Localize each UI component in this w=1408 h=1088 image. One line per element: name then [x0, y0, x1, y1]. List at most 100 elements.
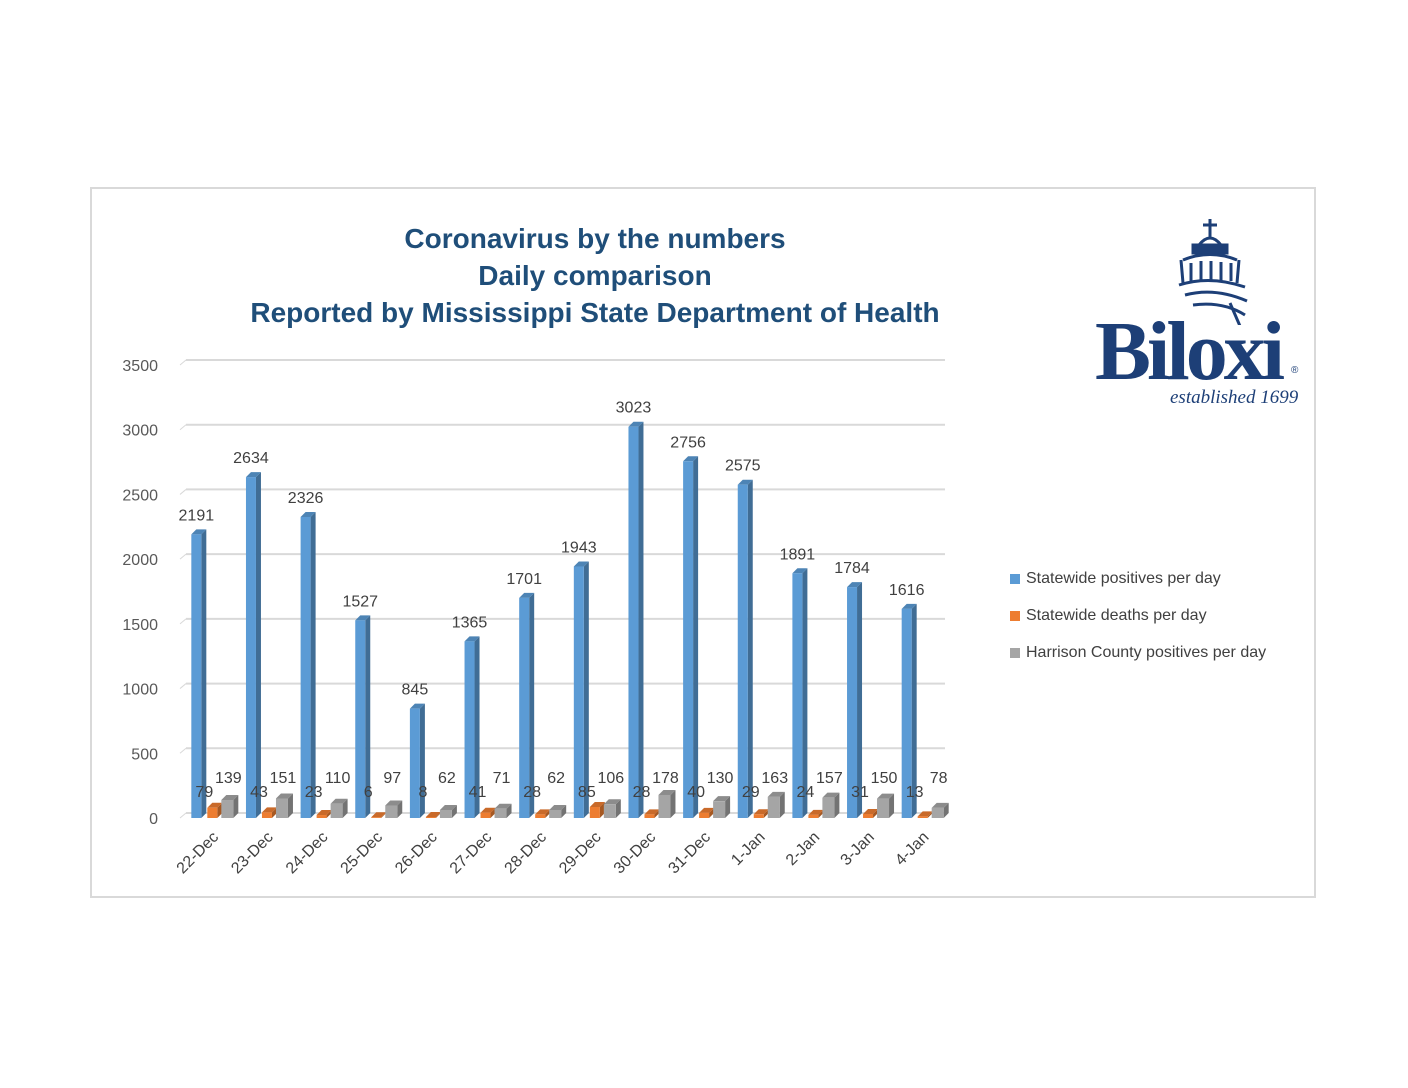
bar	[549, 809, 562, 818]
bar-side-harrison-county-positives-per-day	[834, 792, 840, 818]
bar	[221, 800, 234, 818]
data-label-deaths: 85	[578, 784, 596, 801]
y-tick-label: 1000	[122, 682, 158, 699]
y-tick-label: 2000	[122, 552, 158, 569]
bar-side-statewide-deaths-per-day	[435, 811, 441, 818]
bar-top	[644, 809, 660, 815]
bar-side-statewide-positives-per-day	[747, 479, 753, 818]
bar-side-statewide-positives-per-day	[255, 472, 261, 818]
bar-top	[917, 811, 933, 817]
x-tick-label: 25-Dec	[338, 829, 386, 877]
gridline-depth	[179, 424, 187, 431]
chart-title: Coronavirus by the numbers Daily compari…	[160, 220, 1030, 331]
data-label-positives: 2191	[179, 507, 215, 524]
gridline-depth	[179, 553, 187, 560]
bar	[316, 815, 327, 818]
bar	[877, 798, 890, 818]
bar-side-harrison-county-positives-per-day	[233, 795, 239, 818]
bar-side-statewide-positives-per-day	[693, 456, 699, 818]
bar	[371, 817, 382, 818]
bar	[275, 798, 288, 818]
bar-side-statewide-deaths-per-day	[763, 809, 769, 818]
bar-top	[464, 636, 480, 642]
legend-item-positives: Statewide positives per day	[1010, 560, 1266, 597]
data-label-deaths: 13	[906, 784, 924, 801]
bar-top	[877, 793, 895, 799]
bar-side-statewide-deaths-per-day	[326, 810, 332, 818]
bar-side-statewide-positives-per-day	[365, 615, 371, 818]
bar-top	[316, 810, 332, 816]
bar-side-harrison-county-positives-per-day	[725, 796, 731, 818]
x-tick-label: 3-Jan	[838, 829, 878, 869]
bar	[767, 796, 780, 818]
bar-side-statewide-deaths-per-day	[818, 809, 824, 818]
data-label-harrison: 178	[652, 770, 679, 787]
bar-top	[330, 798, 348, 804]
bar	[355, 620, 366, 818]
bar	[737, 484, 748, 818]
bar-top	[275, 793, 293, 799]
bar	[573, 566, 584, 818]
bar-side-statewide-deaths-per-day	[381, 812, 387, 818]
bar-side-statewide-deaths-per-day	[654, 809, 660, 818]
legend-swatch-positives	[1010, 573, 1020, 584]
bar	[480, 812, 491, 818]
legend-label-deaths: Statewide deaths per day	[1026, 606, 1207, 624]
bar-side-harrison-county-positives-per-day	[342, 798, 348, 818]
x-tick-label: 2-Jan	[783, 829, 823, 869]
x-tick-label: 30-Dec	[611, 829, 659, 877]
data-label-positives: 2634	[233, 450, 269, 467]
data-label-deaths: 28	[523, 784, 541, 801]
bar-side-statewide-positives-per-day	[911, 603, 917, 818]
bar-top	[658, 789, 676, 795]
data-label-deaths: 28	[633, 784, 651, 801]
bar-side-statewide-deaths-per-day	[927, 811, 933, 818]
bar-top	[753, 809, 769, 815]
bar	[713, 801, 726, 818]
bar-side-statewide-positives-per-day	[802, 568, 808, 818]
bar-side-statewide-positives-per-day	[583, 561, 589, 818]
legend-item-harrison: Harrison County positives per day	[1010, 634, 1266, 671]
bar	[439, 809, 452, 818]
data-label-deaths: 43	[250, 784, 268, 801]
bar	[603, 804, 616, 818]
logo-registered-mark: ®	[1291, 365, 1299, 376]
bar-top	[863, 808, 879, 814]
bar	[191, 534, 202, 818]
data-label-positives: 1616	[889, 582, 925, 599]
bar-top	[822, 792, 840, 798]
bar-top	[439, 804, 457, 810]
bar-top	[713, 796, 731, 802]
data-label-positives: 1701	[506, 571, 542, 588]
bar-side-harrison-county-positives-per-day	[889, 793, 895, 818]
biloxi-logo: Biloxi ® established 1699	[1095, 215, 1305, 415]
bar-side-statewide-positives-per-day	[857, 582, 863, 818]
data-label-deaths: 31	[851, 784, 869, 801]
bar-side-harrison-county-positives-per-day	[561, 804, 567, 818]
bar	[753, 814, 764, 818]
bar-side-statewide-deaths-per-day	[490, 807, 496, 818]
legend-swatch-deaths	[1010, 610, 1020, 621]
bar	[931, 807, 944, 818]
bar	[808, 814, 819, 818]
x-tick-label: 24-Dec	[283, 829, 331, 877]
logo-wordmark: Biloxi	[1095, 305, 1285, 398]
bar-side-harrison-county-positives-per-day	[615, 799, 621, 818]
bar-top	[808, 809, 824, 815]
bar	[409, 708, 420, 818]
data-label-positives: 2756	[670, 434, 706, 451]
bar-side-statewide-positives-per-day	[201, 529, 207, 818]
bar-top	[480, 807, 496, 813]
y-tick-label: 1500	[122, 617, 158, 634]
bar-top	[901, 603, 917, 609]
chart-title-line-2: Daily comparison	[478, 260, 712, 291]
data-label-harrison: 110	[325, 770, 351, 787]
bar	[207, 807, 218, 818]
bar-top	[737, 479, 753, 485]
bar-side-harrison-county-positives-per-day	[451, 804, 457, 818]
bar	[245, 477, 256, 818]
bar	[658, 794, 671, 818]
bar-side-statewide-deaths-per-day	[599, 801, 605, 818]
bar	[261, 812, 272, 818]
data-label-positives: 1365	[452, 614, 488, 631]
